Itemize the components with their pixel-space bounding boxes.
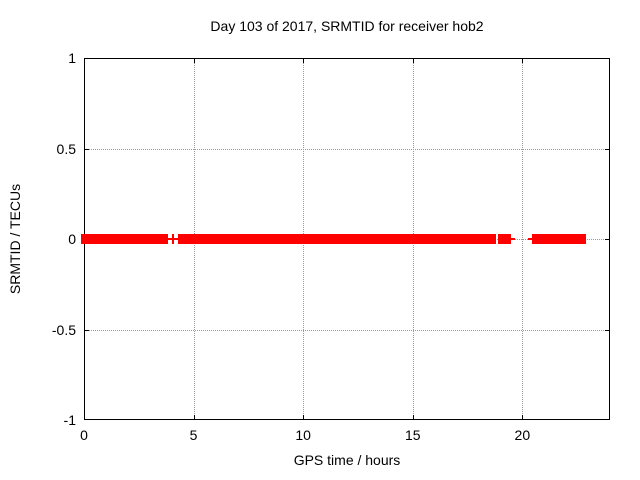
- marker-vertical-arm: [509, 234, 512, 244]
- x-tick-top-20: [522, 58, 524, 63]
- x-tick-label-15: 15: [404, 427, 421, 443]
- y-tick-right-0.5: [605, 148, 610, 150]
- x-tick-bottom-15: [412, 415, 414, 420]
- y-tick-label--1: -1: [63, 412, 76, 428]
- data-point-marker: [505, 234, 516, 244]
- x-tick-top-5: [193, 58, 195, 63]
- x-tick-bottom-5: [193, 415, 195, 420]
- data-point-marker: [528, 234, 539, 244]
- y-tick-label-1: 1: [68, 50, 76, 66]
- y-tick-right-0: [605, 239, 610, 240]
- gridline-y-0.5: [84, 148, 610, 150]
- x-tick-top-15: [412, 58, 414, 63]
- x-tick-bottom-10: [303, 415, 305, 420]
- y-tick-label--0.5: -0.5: [51, 321, 76, 338]
- x-tick-top-10: [303, 58, 305, 63]
- x-tick-label-10: 10: [295, 427, 311, 443]
- gridline-y--0.5: [84, 329, 610, 331]
- y-tick-label-0: 0: [68, 231, 76, 247]
- data-segment: [534, 234, 587, 244]
- marker-vertical-arm: [532, 234, 535, 244]
- x-tick-bottom-20: [522, 415, 524, 420]
- data-segment: [81, 234, 169, 244]
- x-tick-label-20: 20: [514, 427, 531, 443]
- data-segment: [498, 234, 511, 244]
- data-point-marker: [167, 234, 178, 244]
- x-axis-label: GPS time / hours: [293, 452, 401, 468]
- marker-vertical-arm: [171, 234, 174, 244]
- y-tick-left-0.5: [84, 148, 89, 150]
- chart-title: Day 103 of 2017, SRMTID for receiver hob…: [210, 18, 484, 34]
- x-tick-label-0: 0: [80, 427, 88, 443]
- y-tick-right--0.5: [605, 329, 610, 331]
- y-tick-label-0.5: 0.5: [56, 140, 76, 157]
- y-tick-left--0.5: [84, 329, 89, 331]
- x-tick-label-5: 5: [189, 427, 198, 443]
- y-axis-label: SRMTID / TECUs: [7, 183, 23, 295]
- data-segment: [178, 234, 496, 244]
